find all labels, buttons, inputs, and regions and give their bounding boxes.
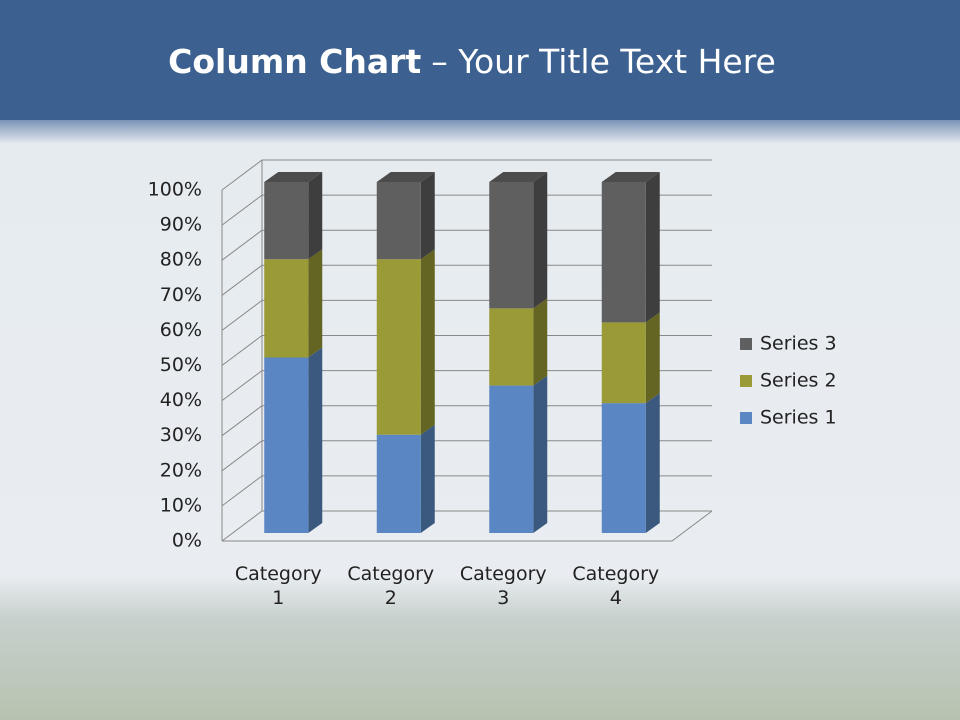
grid-line-side: [221, 440, 263, 472]
legend-swatch: [740, 375, 752, 387]
y-tick-label: 20%: [160, 459, 202, 481]
bar: [264, 259, 309, 358]
grid-line-side: [221, 475, 263, 507]
y-tick-label: 60%: [160, 319, 202, 341]
bar-side: [645, 312, 660, 404]
grid-line-side: [221, 229, 263, 261]
y-tick-label: 10%: [160, 494, 202, 516]
bar-side: [645, 172, 660, 323]
legend-label: Series 3: [760, 333, 837, 355]
bar-side: [420, 249, 435, 435]
y-tick-label: 90%: [160, 214, 202, 236]
bar: [489, 385, 534, 533]
bar: [264, 182, 309, 260]
bar: [601, 322, 646, 404]
y-tick-label: 70%: [160, 284, 202, 306]
title-bold: Column Chart: [168, 42, 421, 81]
bar-side: [308, 172, 323, 260]
grid-line-side: [221, 335, 263, 366]
grid-line-side: [221, 370, 263, 402]
bar-top: [376, 172, 435, 182]
grid-line-side: [221, 299, 263, 331]
bar-side: [645, 393, 660, 533]
bar: [376, 259, 421, 435]
title-banner: [0, 0, 960, 120]
floor-edge: [222, 510, 713, 542]
plot: 0% 10% 20% 30% 40% 50% 60% 70% 80% 90% 100% Series …: [148, 159, 837, 552]
bar: [264, 357, 309, 533]
bar: [376, 434, 421, 533]
bar: [601, 182, 646, 323]
x-tick-label: Category 2: [347, 563, 435, 609]
legend-swatch: [740, 338, 752, 350]
bar-side: [533, 375, 548, 533]
x-tick-label: Category 1: [234, 563, 322, 609]
bar: [489, 182, 534, 309]
bar-side: [533, 298, 548, 386]
y-tick-label: 80%: [160, 249, 202, 271]
bar-top: [601, 172, 660, 182]
y-tick-label: 50%: [160, 354, 202, 376]
grid-line-side: [221, 264, 263, 296]
bar-side: [420, 424, 435, 533]
y-tick-label: 0%: [172, 530, 202, 552]
grid-line-side: [221, 405, 263, 437]
bar-top: [264, 172, 323, 182]
grid-line-side: [221, 510, 263, 542]
bar: [376, 182, 421, 260]
y-tick-label: 30%: [160, 424, 202, 446]
bar-side: [420, 172, 435, 260]
legend-label: Series 1: [760, 407, 837, 429]
grid-line-side: [221, 194, 263, 226]
legend-swatch: [740, 412, 752, 424]
bar-side: [308, 249, 323, 358]
bar-side: [308, 347, 323, 533]
x-tick-label: Category 4: [572, 563, 660, 609]
legend-label: Series 2: [760, 370, 837, 392]
x-tick-label: Category 3: [459, 563, 547, 609]
chart-title: Column Chart – Your Title Text Here: [168, 42, 776, 81]
bar-top: [489, 172, 548, 182]
bar-side: [533, 172, 548, 309]
bar: [489, 308, 534, 386]
y-tick-label: 40%: [160, 389, 202, 411]
bar: [601, 403, 646, 533]
grid-line-side: [221, 159, 263, 191]
title-rest: – Your Title Text Here: [431, 42, 776, 81]
y-tick-label: 100%: [148, 179, 202, 201]
